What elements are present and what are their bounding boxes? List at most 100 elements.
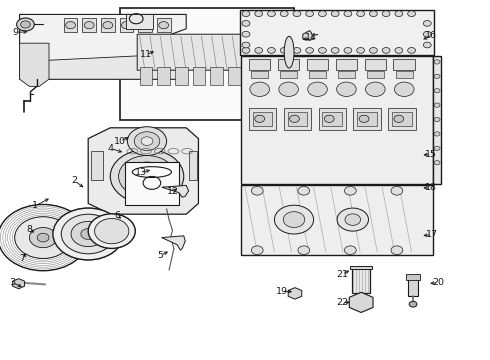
- Polygon shape: [162, 185, 189, 197]
- Bar: [157, 18, 171, 32]
- Text: 13: 13: [135, 168, 147, 177]
- Circle shape: [242, 31, 250, 37]
- Bar: [126, 14, 153, 29]
- Polygon shape: [137, 34, 289, 70]
- Circle shape: [408, 11, 416, 17]
- Bar: [249, 59, 270, 70]
- Bar: [240, 10, 434, 55]
- Text: 7: 7: [19, 254, 25, 263]
- Circle shape: [369, 11, 377, 17]
- Bar: [101, 18, 115, 32]
- Circle shape: [337, 208, 368, 231]
- Circle shape: [290, 115, 299, 122]
- Circle shape: [423, 31, 431, 37]
- Bar: [318, 108, 346, 130]
- Circle shape: [159, 22, 169, 29]
- Circle shape: [140, 22, 150, 29]
- Circle shape: [318, 11, 326, 17]
- Circle shape: [409, 301, 417, 307]
- Bar: [138, 18, 152, 32]
- Bar: [392, 112, 412, 126]
- Circle shape: [382, 11, 390, 17]
- Circle shape: [280, 48, 288, 53]
- Circle shape: [289, 17, 297, 23]
- Circle shape: [17, 18, 34, 31]
- Text: 18: 18: [425, 184, 437, 192]
- Circle shape: [306, 11, 314, 17]
- Circle shape: [136, 168, 158, 184]
- Polygon shape: [303, 31, 314, 40]
- Bar: [210, 67, 223, 85]
- Circle shape: [15, 217, 72, 258]
- Polygon shape: [29, 54, 186, 79]
- Circle shape: [369, 48, 377, 53]
- Bar: [284, 108, 311, 130]
- Circle shape: [21, 21, 30, 28]
- Bar: [338, 71, 355, 78]
- Circle shape: [84, 22, 94, 29]
- Bar: [350, 266, 372, 269]
- Circle shape: [119, 156, 175, 197]
- Circle shape: [280, 11, 288, 17]
- Bar: [263, 67, 276, 85]
- Bar: [140, 67, 152, 85]
- Circle shape: [434, 74, 440, 78]
- Circle shape: [255, 115, 265, 122]
- Bar: [249, 108, 276, 130]
- Circle shape: [359, 115, 369, 122]
- Circle shape: [344, 48, 352, 53]
- Bar: [433, 56, 441, 184]
- Bar: [353, 108, 381, 130]
- Bar: [278, 59, 299, 70]
- Circle shape: [103, 22, 113, 29]
- Circle shape: [344, 11, 352, 17]
- Bar: [336, 59, 357, 70]
- Bar: [357, 112, 377, 126]
- Circle shape: [274, 205, 314, 234]
- Text: 21: 21: [336, 270, 348, 279]
- Circle shape: [127, 127, 167, 156]
- Circle shape: [434, 103, 440, 107]
- Circle shape: [110, 149, 184, 203]
- Circle shape: [81, 229, 96, 239]
- Circle shape: [29, 228, 57, 248]
- Text: 9: 9: [13, 28, 19, 37]
- Text: 2: 2: [72, 176, 77, 185]
- Bar: [120, 18, 133, 32]
- Wedge shape: [53, 208, 123, 260]
- Circle shape: [255, 48, 263, 53]
- Circle shape: [434, 132, 440, 136]
- Circle shape: [268, 48, 275, 53]
- Circle shape: [345, 214, 361, 225]
- Text: 16: 16: [425, 31, 437, 40]
- Circle shape: [434, 161, 440, 165]
- Circle shape: [382, 48, 390, 53]
- Circle shape: [395, 11, 403, 17]
- Circle shape: [353, 297, 369, 308]
- Circle shape: [71, 221, 105, 247]
- Bar: [388, 108, 416, 130]
- Circle shape: [242, 48, 250, 53]
- Circle shape: [357, 11, 365, 17]
- Circle shape: [306, 48, 314, 53]
- Bar: [125, 162, 179, 205]
- Circle shape: [344, 186, 356, 195]
- Circle shape: [331, 11, 339, 17]
- Bar: [393, 59, 415, 70]
- Circle shape: [434, 60, 440, 64]
- Circle shape: [308, 82, 327, 96]
- Circle shape: [285, 14, 301, 26]
- Circle shape: [251, 186, 263, 195]
- Bar: [251, 71, 268, 78]
- Circle shape: [134, 132, 160, 150]
- Circle shape: [357, 48, 365, 53]
- Bar: [228, 67, 241, 85]
- Text: 5: 5: [158, 251, 164, 260]
- Polygon shape: [20, 43, 49, 86]
- Bar: [157, 67, 170, 85]
- Circle shape: [291, 291, 299, 296]
- Circle shape: [366, 82, 385, 96]
- Bar: [396, 71, 413, 78]
- Circle shape: [394, 115, 404, 122]
- Bar: [91, 151, 103, 180]
